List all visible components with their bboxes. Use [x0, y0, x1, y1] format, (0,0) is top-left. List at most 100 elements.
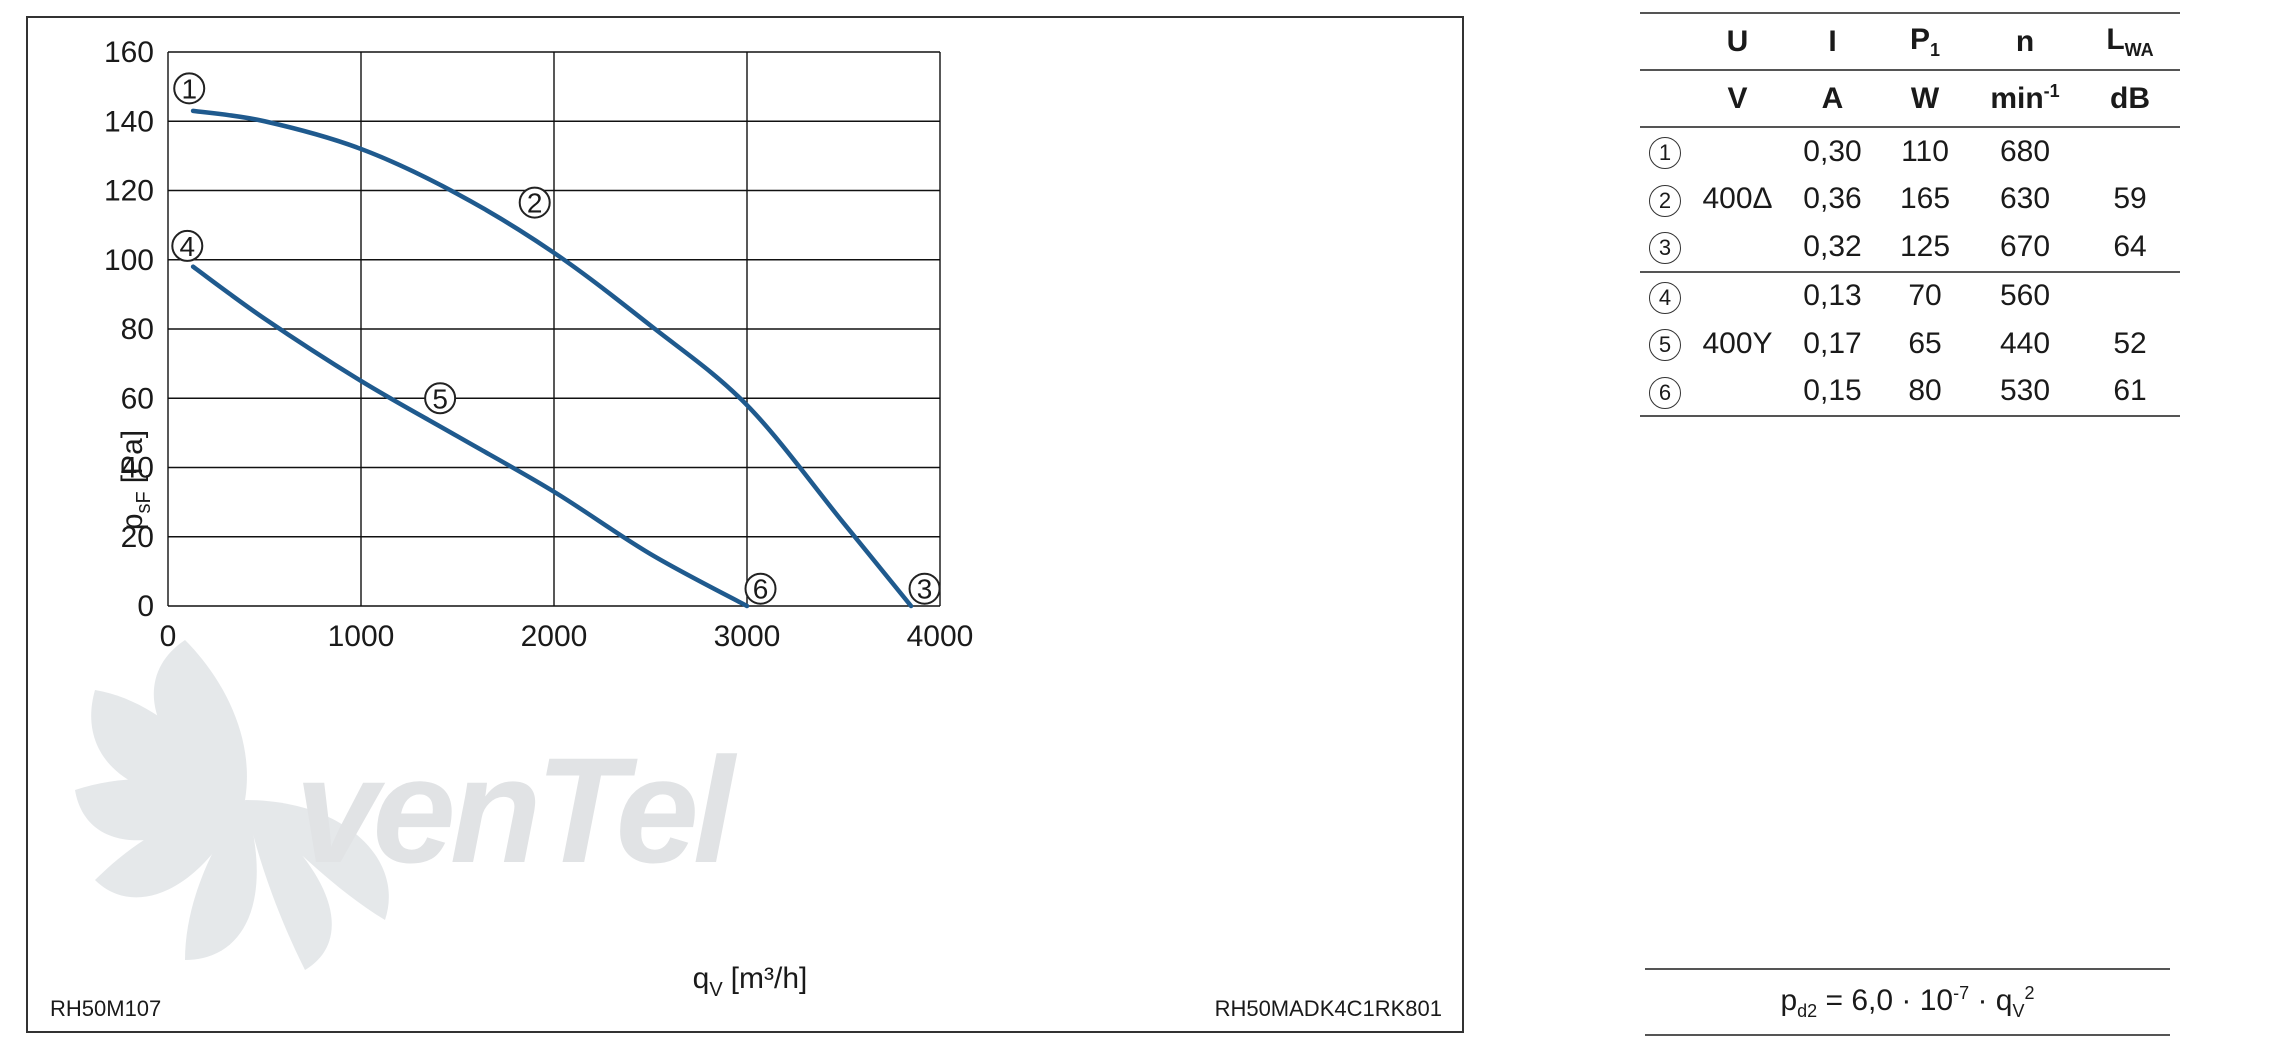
marker-circle	[908, 572, 941, 605]
marker-circle	[424, 382, 457, 415]
marker-label: 4	[180, 231, 196, 262]
cell-l: 59	[2113, 182, 2147, 216]
y-tick-label: 80	[121, 313, 154, 346]
cell-u: 400Y	[1702, 326, 1773, 360]
watermark: venTel	[75, 640, 744, 970]
header-lwa: LWA	[2106, 22, 2154, 60]
marker-label: 5	[432, 383, 448, 414]
x-tick-label: 2000	[521, 620, 588, 653]
cell-i: 0,36	[1803, 182, 1862, 216]
unit-w: W	[1910, 81, 1940, 115]
operating-point-marker: 6	[744, 572, 777, 605]
cell-n: 680	[1999, 134, 2051, 168]
header-p: P1	[1909, 22, 1941, 60]
y-axis-title: psF[Pa]	[116, 430, 155, 530]
cell-l: 64	[2113, 229, 2147, 263]
operating-point-markers: 1 2 3 4 5 6	[171, 72, 941, 605]
cell-n: 530	[1999, 374, 2051, 408]
cell-i: 0,13	[1803, 279, 1862, 313]
x-tick-label: 3000	[714, 620, 781, 653]
marker-circle	[171, 229, 204, 262]
row-marker: 3	[1649, 232, 1681, 265]
y-tick-label: 160	[104, 36, 154, 69]
svg-text:venTel: venTel	[295, 726, 738, 894]
row-marker: 4	[1649, 281, 1681, 314]
cell-i: 0,17	[1803, 326, 1862, 360]
unit-min: min-1	[1990, 81, 2060, 115]
header-u: U	[1726, 24, 1749, 58]
operating-point-marker: 3	[908, 572, 941, 605]
y-tick-label: 120	[104, 175, 154, 208]
cell-p: 65	[1908, 326, 1942, 360]
y-tick-label: 140	[104, 105, 154, 138]
cell-u	[1690, 223, 1785, 272]
cell-p: 70	[1908, 279, 1942, 313]
row-marker-cell: 5	[1640, 320, 1690, 368]
row-marker: 5	[1649, 329, 1681, 362]
header-i: I	[1828, 24, 1837, 58]
row-marker-cell: 1	[1640, 127, 1690, 176]
series-line-1	[190, 108, 914, 609]
y-tick-label: 0	[137, 590, 154, 623]
cell-p: 110	[1901, 134, 1949, 168]
cell-n: 560	[1999, 279, 2051, 313]
cell-l	[2080, 272, 2180, 321]
spec-table: U I P1 n LWA V A W min-1 dB 1 0,30 110 680 2…	[1640, 12, 2180, 417]
y-tick-label: 100	[104, 244, 154, 277]
operating-point-marker: 1	[173, 72, 206, 105]
unit-v: V	[1727, 81, 1748, 115]
table-body: 1 0,30 110 680 2 400Δ 0,36 165 630 59 3 0,32 125 670 6…	[1640, 127, 2180, 416]
row-marker: 6	[1649, 376, 1681, 409]
cell-u: 400Δ	[1702, 182, 1773, 216]
table-row: 4 0,13 70 560	[1640, 272, 2180, 321]
cell-n: 440	[1999, 326, 2051, 360]
table-row: 1 0,30 110 680	[1640, 127, 2180, 176]
cell-n: 670	[1999, 229, 2051, 263]
x-tick-label: 4000	[907, 620, 974, 653]
grid	[167, 51, 941, 607]
series	[190, 108, 914, 609]
cell-u	[1690, 272, 1785, 321]
footnote-right: RH50MADK4C1RK801	[1215, 996, 1442, 1021]
y-tick-label: 60	[121, 382, 154, 415]
cell-p: 165	[1899, 182, 1951, 216]
cell-i: 0,15	[1803, 374, 1862, 408]
cell-p: 125	[1899, 229, 1951, 263]
table-header-units: V A W min-1 dB	[1640, 70, 2180, 127]
chart-border	[26, 16, 1464, 1033]
chart-panel: venTel 0 20 40 60 80 100 120 140 160 0 1000 2000 300…	[26, 16, 1464, 1033]
cell-l: 61	[2113, 374, 2147, 408]
row-marker-cell: 2	[1640, 176, 1690, 224]
marker-circle	[744, 572, 777, 605]
footnote-left: RH50M107	[50, 996, 161, 1021]
cell-u	[1690, 368, 1785, 417]
row-marker: 2	[1649, 184, 1681, 217]
operating-point-marker: 4	[171, 229, 204, 262]
cell-p: 80	[1908, 374, 1942, 408]
x-tick-label: 0	[160, 620, 177, 653]
marker-label: 3	[917, 574, 933, 605]
marker-circle	[173, 72, 206, 105]
y-tick-label: 40	[121, 452, 154, 485]
table-row: 2 400Δ 0,36 165 630 59	[1640, 176, 2180, 224]
row-marker: 1	[1649, 137, 1681, 170]
chart-svg: venTel 0 20 40 60 80 100 120 140 160 0 1000 2000 300…	[26, 16, 1464, 1033]
cell-u	[1690, 127, 1785, 176]
tick-labels: 0 20 40 60 80 100 120 140 160 0 1000 2000 3000 4000	[104, 36, 973, 653]
operating-point-marker: 5	[424, 382, 457, 415]
row-marker-cell: 4	[1640, 272, 1690, 321]
row-marker-cell: 3	[1640, 223, 1690, 272]
row-marker-cell: 6	[1640, 368, 1690, 417]
cell-i: 0,30	[1803, 134, 1862, 168]
table-row: 5 400Y 0,17 65 440 52	[1640, 320, 2180, 368]
dynamic-pressure-formula: pd2 = 6,0 · 10-7 · qV2	[1645, 968, 2170, 1036]
x-axis-title: qV [m³/h]	[693, 962, 808, 1001]
marker-circle	[518, 186, 551, 219]
unit-db: dB	[2110, 81, 2150, 115]
operating-point-marker: 2	[518, 186, 551, 219]
table-row: 3 0,32 125 670 64	[1640, 223, 2180, 272]
cell-n: 630	[1999, 182, 2051, 216]
cell-l	[2080, 127, 2180, 176]
y-tick-label: 20	[121, 521, 154, 554]
table-header-symbols: U I P1 n LWA	[1640, 13, 2180, 70]
